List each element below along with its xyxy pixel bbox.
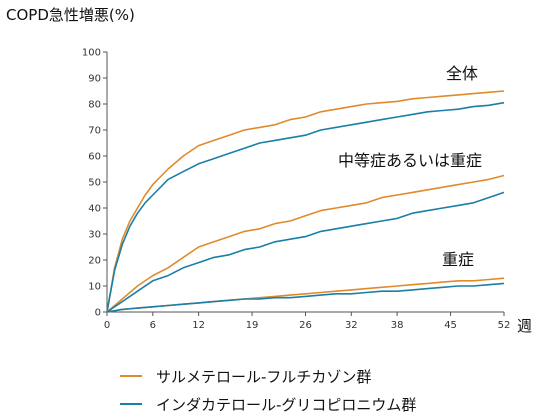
y-tick-label: 20 (88, 256, 101, 267)
legend-label-indacaterol: インダカテロール-グリコピロニウム群 (156, 395, 417, 414)
x-axis-unit: 週 (517, 317, 532, 335)
group-label-1: 中等症あるいは重症 (338, 151, 482, 170)
series-line-g2-s0 (106, 277, 505, 313)
legend: サルメテロール-フルチカゾン群 インダカテロール-グリコピロニウム群 (120, 362, 416, 418)
legend-swatch-salmeterol (120, 375, 142, 377)
series-line-g1-s1 (106, 191, 505, 313)
x-tick-label: 32 (345, 320, 358, 331)
x-tick-label: 0 (104, 320, 110, 331)
legend-item-salmeterol: サルメテロール-フルチカゾン群 (120, 362, 416, 390)
x-tick-label: 6 (150, 320, 156, 331)
x-tick-label: 38 (391, 320, 404, 331)
x-tick-label: 26 (299, 320, 312, 331)
y-tick-label: 40 (88, 204, 101, 215)
group-label-0: 全体 (446, 64, 478, 83)
y-tick-label: 100 (82, 48, 101, 59)
y-tick-label: 50 (88, 178, 101, 189)
series-line-g2-s1 (106, 282, 505, 313)
y-tick-label: 70 (88, 126, 101, 137)
legend-label-salmeterol: サルメテロール-フルチカゾン群 (156, 367, 372, 386)
x-tick-label: 52 (498, 320, 511, 331)
series-lines (106, 90, 505, 313)
y-tick-label: 0 (95, 308, 101, 319)
x-tick-label: 19 (246, 320, 259, 331)
y-tick-label: 80 (88, 100, 101, 111)
series-line-g0-s0 (106, 90, 505, 313)
x-tick-label: 12 (192, 320, 205, 331)
series-line-g1-s0 (106, 174, 505, 313)
legend-item-indacaterol: インダカテロール-グリコピロニウム群 (120, 390, 416, 418)
x-tick-label: 45 (444, 320, 457, 331)
series-line-g0-s1 (106, 101, 505, 313)
chart-title: COPD急性増悪(%) (6, 6, 135, 24)
y-tick-label: 10 (88, 282, 101, 293)
axes: 0 10 20 30 40 50 60 70 80 90 100 0 6 12 19 26 32 38 45 52 (82, 48, 510, 332)
y-tick-label: 90 (88, 74, 101, 85)
copd-chart: COPD急性増悪(%) 0 10 20 30 40 50 60 70 80 90 100 0 6 12 19… (6, 6, 532, 335)
group-label-2: 重症 (442, 250, 474, 269)
y-tick-label: 30 (88, 230, 101, 241)
legend-swatch-indacaterol (120, 403, 142, 405)
y-tick-label: 60 (88, 152, 101, 163)
